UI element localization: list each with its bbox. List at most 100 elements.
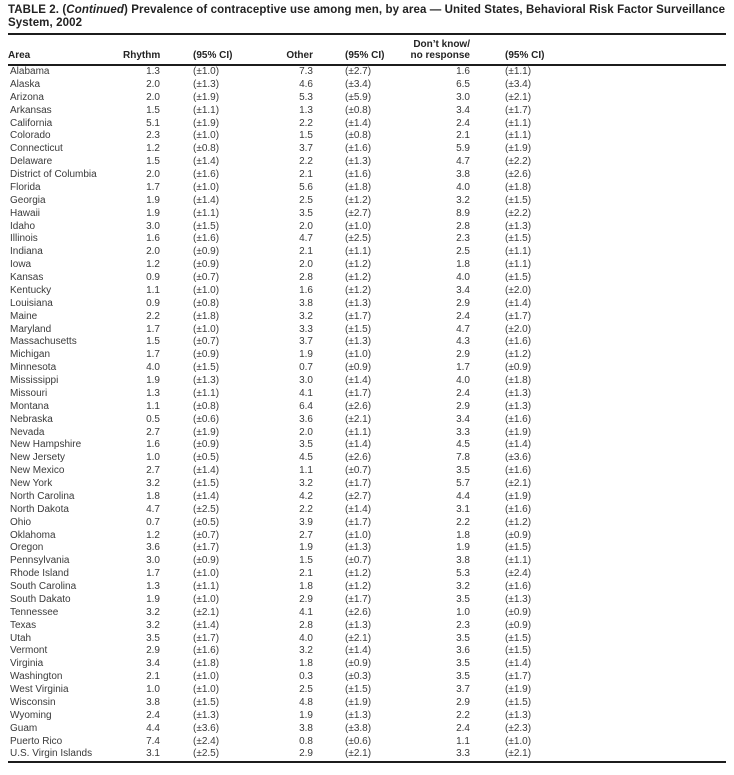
- table-row: New Mexico 2.7 (±1.4) 1.1 (±0.7) 3.5 (±1.6): [8, 465, 726, 478]
- table-row: Illinois 1.6 (±1.6) 4.7 (±2.5) 2.3 (±1.5): [8, 233, 726, 246]
- cell-other-ci: (±0.9): [345, 362, 372, 374]
- cell-rhythm: 2.4: [146, 709, 160, 721]
- cell-other-ci: (±2.6): [345, 452, 372, 464]
- cell-other-ci: (±1.3): [345, 336, 372, 348]
- cell-rhythm: 4.4: [146, 722, 160, 734]
- cell-dontknow: 1.0: [456, 606, 470, 618]
- cell-area: Washington: [10, 671, 63, 683]
- cell-rhythm-ci: (±1.0): [193, 593, 220, 605]
- table-row: California 5.1 (±1.9) 2.2 (±1.4) 2.4 (±1.1): [8, 118, 726, 131]
- cell-other-ci: (±1.4): [345, 117, 372, 129]
- cell-other-ci: (±0.9): [345, 658, 372, 670]
- cell-rhythm: 7.4: [146, 735, 160, 747]
- cell-other-ci: (±1.4): [345, 503, 372, 515]
- cell-dontknow: 3.4: [456, 284, 470, 296]
- cell-other: 3.6: [299, 413, 313, 425]
- cell-other-ci: (±1.3): [345, 156, 372, 168]
- cell-rhythm: 1.1: [146, 400, 160, 412]
- cell-dontknow: 3.8: [456, 169, 470, 180]
- cell-filler: [545, 697, 726, 710]
- cell-other-ci: (±1.7): [345, 516, 372, 528]
- cell-rhythm-ci: (±1.7): [193, 632, 220, 644]
- cell-dontknow: 3.5: [456, 632, 470, 644]
- cell-dontknow-ci: (±2.6): [505, 169, 532, 180]
- cell-other-ci: (±1.2): [345, 272, 372, 283]
- cell-dontknow-ci: (±1.6): [505, 581, 532, 592]
- cell-other-ci: (±1.7): [345, 387, 372, 399]
- cell-rhythm: 3.1: [146, 748, 160, 760]
- cell-other: 3.8: [299, 297, 313, 309]
- cell-dontknow-ci: (±1.5): [505, 542, 532, 554]
- cell-area: North Carolina: [10, 490, 75, 502]
- cell-area: Pennsylvania: [10, 555, 70, 567]
- cell-area: West Virginia: [10, 684, 69, 695]
- cell-rhythm: 0.5: [146, 413, 160, 425]
- cell-filler: [545, 645, 726, 658]
- table-row: Idaho 3.0 (±1.5) 2.0 (±1.0) 2.8 (±1.3): [8, 221, 726, 234]
- cell-other-ci: (±1.3): [345, 297, 372, 309]
- cell-other-ci: (±1.3): [345, 619, 372, 631]
- cell-dontknow-ci: (±0.9): [505, 529, 532, 541]
- cell-filler: [545, 298, 726, 311]
- table-row: Maryland 1.7 (±1.0) 3.3 (±1.5) 4.7 (±2.0): [8, 324, 726, 337]
- table-row: Maine 2.2 (±1.8) 3.2 (±1.7) 2.4 (±1.7): [8, 311, 726, 324]
- cell-area: District of Columbia: [10, 169, 97, 180]
- table-row: Washington 2.1 (±1.0) 0.3 (±0.3) 3.5 (±1.7): [8, 671, 726, 684]
- cell-other: 3.2: [299, 310, 313, 322]
- cell-filler: [545, 542, 726, 555]
- cell-rhythm-ci: (±1.6): [193, 645, 220, 657]
- cell-area: Massachusetts: [10, 336, 77, 348]
- cell-other-ci: (±1.5): [345, 684, 372, 695]
- cell-dontknow-ci: (±1.5): [505, 696, 532, 708]
- cell-other: 4.1: [299, 387, 313, 399]
- cell-rhythm-ci: (±1.9): [193, 426, 220, 438]
- cell-area: Nebraska: [10, 413, 53, 425]
- table-body: Alabama 1.3 (±1.0) 7.3 (±2.7) 1.6 (±1.1) Alaska…: [8, 65, 726, 762]
- cell-rhythm: 1.9: [146, 593, 160, 605]
- table-title-continued: Continued: [66, 4, 125, 16]
- cell-rhythm-ci: (±3.6): [193, 722, 220, 734]
- cell-filler: [545, 633, 726, 646]
- cell-area: Georgia: [10, 194, 46, 206]
- cell-rhythm-ci: (±0.6): [193, 413, 220, 425]
- cell-dontknow: 3.6: [456, 645, 470, 657]
- cell-area: Colorado: [10, 130, 51, 142]
- cell-other: 2.1: [299, 246, 313, 258]
- cell-dontknow: 1.8: [456, 529, 470, 541]
- cell-dontknow-ci: (±1.1): [505, 555, 532, 567]
- table-row: Florida 1.7 (±1.0) 5.6 (±1.8) 4.0 (±1.8): [8, 182, 726, 195]
- cell-rhythm-ci: (±0.8): [193, 143, 220, 155]
- cell-other: 1.9: [299, 542, 313, 554]
- cell-dontknow: 8.9: [456, 207, 470, 219]
- cell-dontknow-ci: (±1.3): [505, 709, 532, 721]
- cell-other: 4.1: [299, 606, 313, 618]
- cell-dontknow-ci: (±2.2): [505, 207, 532, 219]
- cell-other: 4.0: [299, 632, 313, 644]
- cell-filler: [545, 349, 726, 362]
- cell-other-ci: (±0.6): [345, 735, 372, 747]
- cell-rhythm: 1.8: [146, 490, 160, 502]
- cell-area: Arizona: [10, 91, 44, 103]
- cell-other: 2.1: [299, 169, 313, 180]
- cell-rhythm-ci: (±1.4): [193, 156, 220, 168]
- cell-area: Mississippi: [10, 375, 59, 386]
- cell-filler: [545, 439, 726, 452]
- cell-other-ci: (±1.1): [345, 426, 372, 438]
- cell-dontknow: 1.6: [456, 66, 470, 77]
- cell-other-ci: (±1.2): [345, 259, 372, 271]
- header-dontknow-line1: Don’t know/: [413, 39, 470, 50]
- cell-other-ci: (±1.4): [345, 375, 372, 386]
- table-row: Louisiana 0.9 (±0.8) 3.8 (±1.3) 2.9 (±1.4): [8, 298, 726, 311]
- cell-rhythm-ci: (±0.9): [193, 555, 220, 567]
- cell-rhythm: 5.1: [146, 117, 160, 129]
- cell-filler: [545, 182, 726, 195]
- cell-dontknow: 3.0: [456, 91, 470, 103]
- cell-dontknow-ci: (±1.8): [505, 375, 532, 386]
- cell-rhythm: 1.9: [146, 194, 160, 206]
- cell-dontknow-ci: (±0.9): [505, 606, 532, 618]
- cell-filler: [545, 156, 726, 169]
- cell-rhythm: 1.3: [146, 387, 160, 399]
- cell-dontknow-ci: (±1.6): [505, 503, 532, 515]
- cell-rhythm-ci: (±1.8): [193, 658, 220, 670]
- cell-other: 3.2: [299, 645, 313, 657]
